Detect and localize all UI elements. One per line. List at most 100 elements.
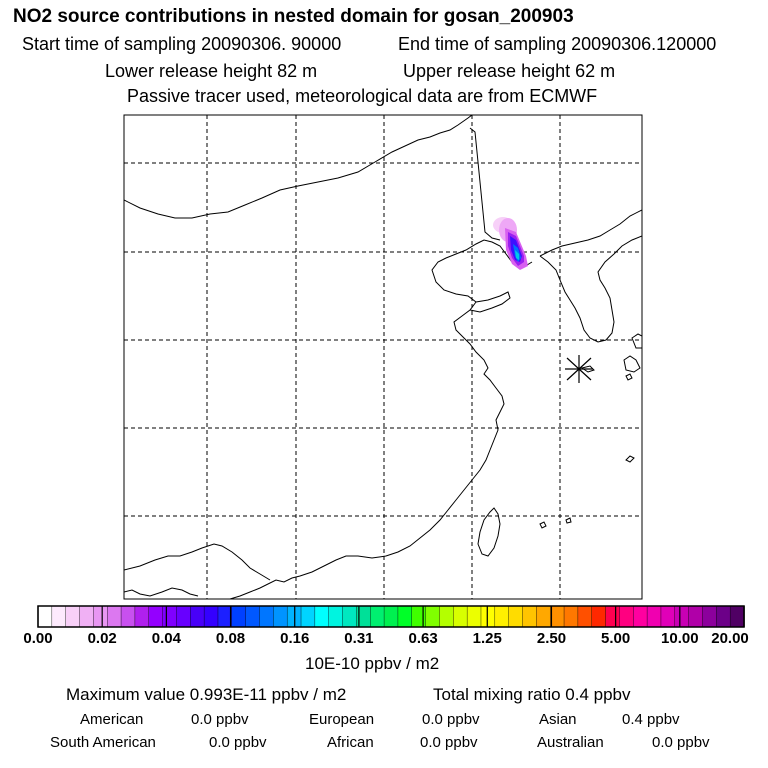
colorbar-cell [300, 605, 316, 628]
colorbar-tick-label: 0.00 [23, 630, 53, 647]
upper-release-height: Upper release height 62 m [403, 61, 616, 81]
colorbar-cell [688, 605, 704, 628]
end-time: End time of sampling 20090306.120000 [398, 34, 717, 54]
manchuria-border [469, 127, 501, 241]
colorbar-cell [494, 605, 510, 628]
colorbar-cell [549, 605, 565, 628]
colorbar-cell [51, 605, 67, 628]
colorbar-cell [328, 605, 344, 628]
china-coastline [229, 239, 533, 599]
island-small-3 [539, 521, 547, 529]
colorbar-cell [259, 605, 275, 628]
total-mixing-ratio: Total mixing ratio 0.4 ppbv [433, 685, 631, 704]
colorbar-unit: 10E-10 ppbv / m2 [305, 654, 440, 673]
colorbar-cell [397, 605, 413, 628]
colorbar-cell [425, 605, 441, 628]
colorbar-cell [591, 605, 607, 628]
korea-coast [539, 235, 642, 343]
southern-border [124, 587, 199, 597]
colorbar-cell [245, 605, 261, 628]
region-value: 0.0 ppbv [209, 734, 267, 751]
colorbar-cell [577, 605, 593, 628]
colorbar-cell [190, 605, 205, 628]
colorbar-cell [660, 605, 676, 628]
colorbar-cells [37, 605, 745, 628]
receptor-star-icon [565, 355, 593, 383]
region-name: South American [50, 734, 156, 751]
colorbar-cell [148, 605, 164, 628]
lower-release-height: Lower release height 82 m [105, 61, 318, 81]
colorbar-cell [729, 605, 745, 628]
colorbar-cell [480, 605, 496, 628]
colorbar-cell [203, 605, 219, 628]
region-value: 0.0 ppbv [422, 711, 480, 728]
map-frame [123, 114, 643, 600]
colorbar-tick-label: 2.50 [536, 630, 567, 647]
start-time: Start time of sampling 20090306. 90000 [22, 34, 342, 54]
colorbar-cell [522, 605, 538, 628]
colorbar-cell [383, 605, 399, 628]
colorbar-cell [508, 605, 524, 628]
plot-title: NO2 source contributions in nested domai… [13, 6, 574, 27]
region-name: Australian [537, 734, 604, 751]
graticule [124, 115, 642, 599]
colorbar-cell [107, 605, 122, 628]
colorbar-tick-label: 0.16 [280, 630, 310, 647]
colorbar-tick-label: 0.02 [87, 630, 117, 647]
colorbar-cell [93, 605, 108, 628]
china-korea-border [539, 209, 642, 257]
colorbar-cell [370, 605, 385, 628]
colorbar-tick-label: 10.00 [661, 630, 699, 647]
colorbar-tick-label: 0.63 [408, 630, 438, 647]
colorbar [37, 605, 745, 628]
tracer-note: Passive tracer used, meteorological data… [127, 86, 598, 106]
colorbar-cell [633, 605, 648, 628]
colorbar-cell [619, 605, 634, 628]
colorbar-cell [134, 605, 150, 628]
colorbar-tick-label: 0.31 [344, 630, 374, 647]
region-name: European [309, 711, 375, 728]
colorbar-tick-label: 0.04 [151, 630, 181, 647]
region-value: 0.0 ppbv [652, 734, 710, 751]
concentration-plume [493, 217, 528, 270]
island-jeju [580, 365, 595, 373]
colorbar-cell [563, 605, 579, 628]
colorbar-cell [314, 605, 330, 628]
region-value: 0.4 ppbv [622, 711, 680, 728]
colorbar-tick-label: 20.00 [711, 630, 749, 647]
taiwan [477, 507, 501, 557]
island-small-2 [625, 455, 635, 463]
colorbar-cell [605, 605, 621, 628]
colorbar-dividers [37, 606, 745, 627]
japan-kyushu [623, 355, 641, 373]
colorbar-cell [674, 605, 690, 628]
japan-honshu [631, 333, 642, 349]
colorbar-cell [466, 605, 482, 628]
colorbar-cell [702, 605, 718, 628]
region-name: American [80, 711, 144, 728]
region-name: African [327, 734, 374, 751]
colorbar-cell [716, 605, 731, 628]
colorbar-tick-label: 0.08 [215, 630, 246, 647]
colorbar-cell [37, 605, 53, 628]
colorbar-cell [65, 605, 81, 628]
colorbar-cell [411, 605, 427, 628]
colorbar-cell [273, 605, 288, 628]
colorbar-cell [453, 605, 468, 628]
colorbar-cell [176, 605, 191, 628]
colorbar-cell [120, 605, 136, 628]
region-name: Asian [539, 711, 577, 728]
island-small-1 [625, 373, 633, 381]
region-value: 0.0 ppbv [191, 711, 249, 728]
colorbar-cell [162, 605, 178, 628]
maximum-value: Maximum value 0.993E-11 ppbv / m2 [66, 685, 347, 704]
colorbar-cell [342, 605, 358, 628]
mongolia-border [124, 115, 473, 219]
colorbar-cell [231, 605, 247, 628]
region-value: 0.0 ppbv [420, 734, 478, 751]
indochina-border [124, 543, 271, 581]
island-small-4 [565, 517, 572, 524]
colorbar-cell [536, 605, 551, 628]
colorbar-tick-label: 5.00 [601, 630, 631, 647]
